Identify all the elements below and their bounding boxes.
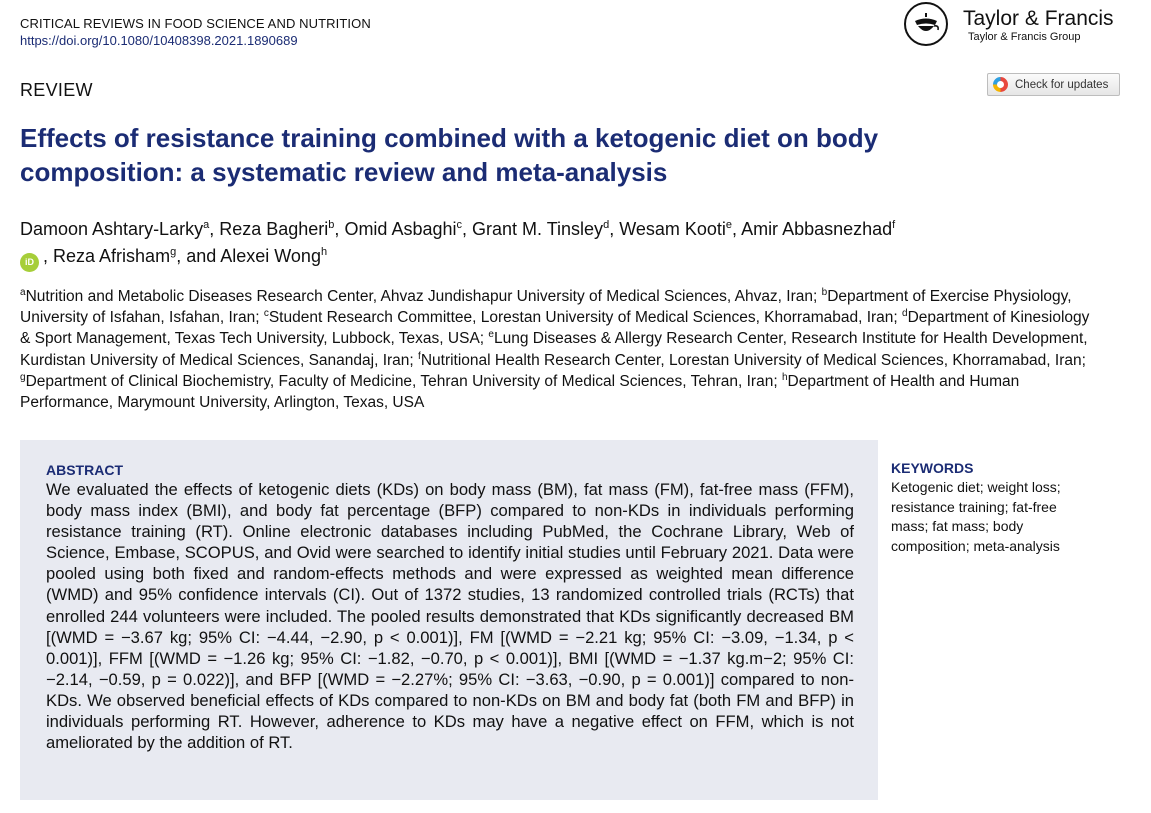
affiliation: Lung Diseases & Allergy Research Center,…	[20, 330, 1088, 369]
publisher-group: Taylor & Francis Group	[968, 31, 1081, 43]
keywords-text: Ketogenic diet; weight loss; resistance …	[891, 479, 1061, 554]
affiliation: Student Research Committee, Lorestan Uni…	[268, 309, 898, 327]
author-affil-mark: f	[892, 219, 896, 231]
keywords-heading: KEYWORDS	[891, 460, 974, 476]
affiliation: Department of Clinical Biochemistry, Fac…	[25, 372, 778, 390]
journal-name: CRITICAL REVIEWS IN FOOD SCIENCE AND NUT…	[20, 16, 371, 31]
keywords-panel: KEYWORDS Ketogenic diet; weight loss; re…	[891, 460, 1091, 556]
author-name[interactable]: Reza Afrisham	[53, 246, 171, 266]
abstract-text: We evaluated the effects of ketogenic di…	[46, 480, 854, 753]
crossmark-icon	[993, 77, 1008, 92]
article-title: Effects of resistance training combined …	[20, 123, 879, 187]
article-type: REVIEW	[20, 80, 93, 100]
affiliation: Nutritional Health Research Center, Lore…	[420, 351, 1086, 369]
author-affil-mark: g	[170, 246, 177, 258]
author-affil-mark: b	[328, 219, 335, 231]
abstract-heading: ABSTRACT	[46, 462, 123, 478]
check-for-updates-button[interactable]: Check for updates	[987, 73, 1120, 96]
affil-mark: c	[263, 308, 269, 320]
check-for-updates-label: Check for updates	[1015, 78, 1109, 91]
affil-mark: e	[488, 329, 494, 341]
affiliation: Nutrition and Metabolic Diseases Researc…	[25, 288, 818, 305]
author-name[interactable]: Reza Bagheri	[219, 219, 329, 239]
doi-link[interactable]: https://doi.org/10.1080/10408398.2021.18…	[20, 33, 298, 48]
author-affil-mark: e	[725, 219, 733, 231]
author-name[interactable]: Amir Abbasnezhad	[741, 219, 893, 239]
author-name[interactable]: Omid Asbaghi	[344, 219, 457, 239]
author-affil-mark: a	[203, 219, 210, 231]
affiliations: aNutrition and Metabolic Diseases Resear…	[20, 286, 1090, 413]
author-affil-mark: h	[320, 246, 328, 258]
affiliation: Department of Exercise Physiology, Unive…	[20, 288, 1072, 327]
author-list: Damoon Ashtary-Larkya, Reza Bagherib, Om…	[20, 216, 1100, 272]
abstract-panel: ABSTRACT We evaluated the effects of ket…	[20, 440, 878, 800]
affil-mark: d	[902, 308, 908, 320]
author-affil-mark: d	[603, 219, 610, 231]
orcid-icon[interactable]: iD	[20, 253, 39, 272]
author-name[interactable]: Wesam Kooti	[619, 219, 726, 239]
author-name[interactable]: Grant M. Tinsley	[472, 219, 604, 239]
affiliation: Department of Kinesiology & Sport Manage…	[20, 309, 1090, 348]
author-name[interactable]: Damoon Ashtary-Larky	[20, 219, 204, 239]
journal-header: CRITICAL REVIEWS IN FOOD SCIENCE AND NUT…	[20, 15, 371, 49]
affiliation: Department of Health and Human Performan…	[20, 372, 1020, 412]
lamp-logo-icon	[904, 2, 948, 46]
affil-mark: f	[418, 350, 421, 362]
publisher-branding[interactable]: Taylor & Francis Taylor & Francis Group	[904, 2, 1134, 50]
affil-mark: g	[20, 371, 26, 383]
affil-mark: b	[821, 286, 828, 298]
affil-mark: h	[781, 371, 788, 383]
publisher-name: Taylor & Francis	[963, 7, 1114, 30]
author-name[interactable]: Alexei Wong	[220, 246, 321, 266]
affil-mark: a	[20, 286, 26, 298]
author-affil-mark: c	[456, 219, 463, 231]
